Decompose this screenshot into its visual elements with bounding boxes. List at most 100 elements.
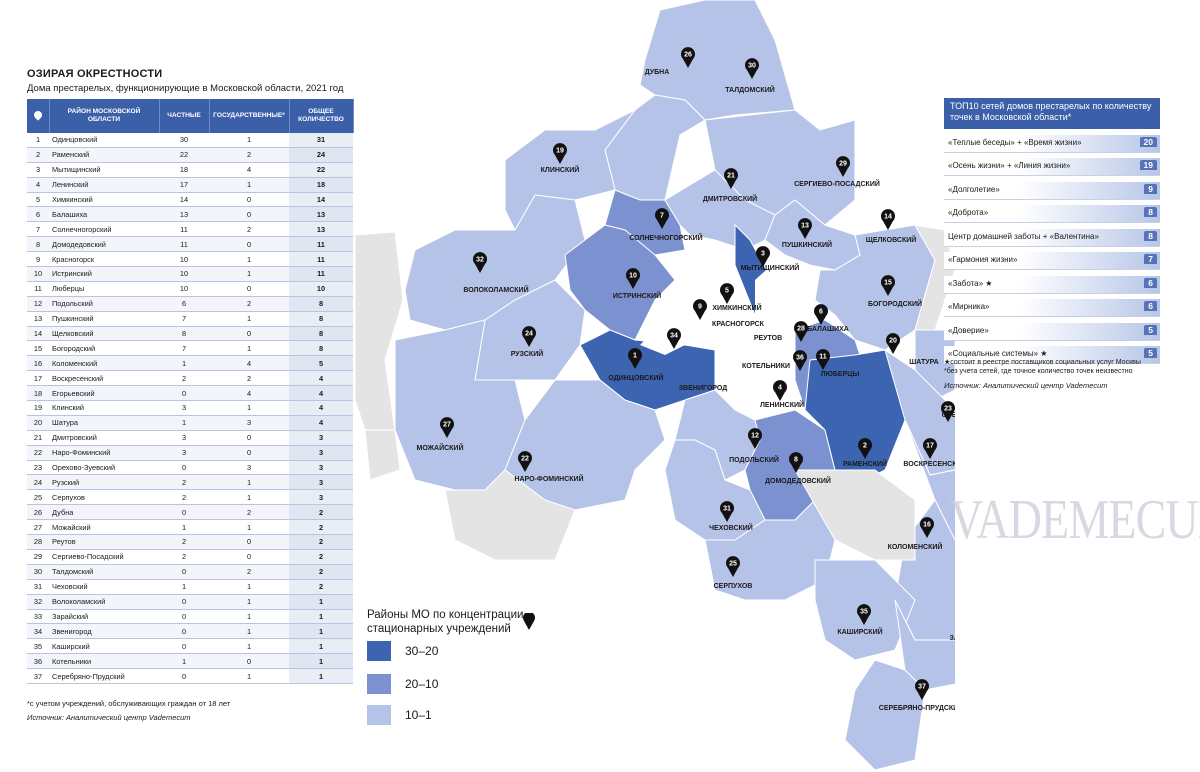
private-count: 3 xyxy=(159,430,209,446)
table-row: 2 Раменский 22 2 24 xyxy=(27,147,353,163)
pin-marker-icon xyxy=(724,168,738,189)
private-count: 7 xyxy=(159,311,209,327)
state-count: 3 xyxy=(209,415,289,431)
district-label: КОТЕЛЬНИКИ xyxy=(742,363,790,370)
pin-number: 32 xyxy=(476,257,484,264)
district-name: Орехово-Зуевский xyxy=(49,460,159,476)
total-count: 8 xyxy=(289,326,353,342)
district-label: ЛЮБЕРЦЫ xyxy=(821,371,860,378)
pin-marker-icon xyxy=(745,58,759,79)
map-pin: 31 xyxy=(720,501,734,522)
map-pins: 1234567891011121314151617181920212223242… xyxy=(440,47,955,700)
map-pin: 23 xyxy=(941,401,955,422)
row-number: 22 xyxy=(27,445,49,461)
region-taldom xyxy=(639,0,796,121)
pin-marker-icon xyxy=(881,275,895,296)
district-label: ЗВЕНИГОРОД xyxy=(679,385,727,392)
top10-network-count: 6 xyxy=(1144,277,1157,288)
top10-network-count: 9 xyxy=(1144,183,1157,194)
district-name: Одинцовский xyxy=(49,133,159,148)
table-row: 24 Рузский 2 1 3 xyxy=(27,474,353,491)
top10-item: «Социальные системы» ★ 5 xyxy=(944,346,1160,364)
top10-network-name: «Осень жизни» + «Линия жизни» xyxy=(948,161,1071,170)
table-row: 27 Можайский 1 1 2 xyxy=(27,519,353,536)
district-name: Котельники xyxy=(49,653,159,670)
district-name: Волоколамский xyxy=(49,594,159,610)
private-count: 1 xyxy=(159,355,209,372)
top10-network-name: «Гармония жизни» xyxy=(948,255,1018,264)
row-number: 15 xyxy=(27,340,49,357)
region-istra xyxy=(564,224,676,341)
row-number: 3 xyxy=(27,162,49,178)
district-label: МОЖАЙСКИЙ xyxy=(417,443,464,452)
pin-marker-icon xyxy=(655,208,669,229)
state-count: 0 xyxy=(209,445,289,461)
row-number: 26 xyxy=(27,504,49,521)
pin-number: 1 xyxy=(633,353,637,360)
row-number: 11 xyxy=(27,281,49,297)
district-label: ХИМКИНСКИЙ xyxy=(712,303,761,312)
total-count: 2 xyxy=(289,519,353,536)
total-count: 13 xyxy=(289,206,353,223)
private-count: 17 xyxy=(159,177,209,193)
map-regions xyxy=(355,0,955,771)
total-count: 2 xyxy=(289,504,353,521)
row-number: 19 xyxy=(27,400,49,416)
pin-number: 37 xyxy=(918,684,926,691)
table-row: 6 Балашиха 13 0 13 xyxy=(27,206,353,223)
row-number: 10 xyxy=(27,266,49,282)
state-count: 0 xyxy=(209,206,289,223)
pin-marker-icon xyxy=(941,401,955,422)
district-label: ЩЕЛКОВСКИЙ xyxy=(866,235,917,244)
pin-marker-icon xyxy=(793,350,807,371)
pin-number: 3 xyxy=(761,251,765,258)
map-pin: 25 xyxy=(726,556,740,577)
district-name: Сергиево-Посадский xyxy=(49,549,159,565)
district-label: ОДИНЦОВСКИЙ xyxy=(608,373,663,382)
district-name: Зарайский xyxy=(49,609,159,625)
district-label: НАРО-ФОМИНСКИЙ xyxy=(514,474,583,483)
district-name: Серпухов xyxy=(49,489,159,506)
state-count: 0 xyxy=(209,326,289,342)
district-label: ШАТУРА xyxy=(909,359,938,366)
map-pin: 1 xyxy=(628,348,642,369)
total-count: 4 xyxy=(289,370,353,387)
state-count: 1 xyxy=(209,400,289,416)
region-grey-area-sw xyxy=(364,429,401,481)
district-label: БОГОРОДСКИЙ xyxy=(868,299,922,308)
district-label: СЕРЕБРЯНО-ПРУДСКИЙ xyxy=(879,703,955,712)
total-count: 3 xyxy=(289,430,353,446)
pin-marker-icon xyxy=(553,143,567,164)
private-count: 13 xyxy=(159,206,209,223)
private-count: 11 xyxy=(159,221,209,238)
state-count: 1 xyxy=(209,311,289,327)
state-count: 1 xyxy=(209,609,289,625)
district-label: ПОДОЛЬСКИЙ xyxy=(729,455,779,464)
table-row: 36 Котельники 1 0 1 xyxy=(27,653,353,670)
state-count: 0 xyxy=(209,549,289,565)
region-grey-area-sw2 xyxy=(444,469,576,561)
moscow-oblast-map: ОДИНЦОВСКИЙ РАМЕНСКИЙ МЫТИЩИНСКИЙ ЛЕНИНСКИЙ… xyxy=(355,0,955,771)
pin-number: 14 xyxy=(884,214,892,221)
state-count: 2 xyxy=(209,504,289,521)
map-pin: 19 xyxy=(553,143,567,164)
district-name: Пушкинский xyxy=(49,311,159,327)
private-count: 2 xyxy=(159,489,209,506)
total-count: 11 xyxy=(289,236,353,253)
table-row: 4 Ленинский 17 1 18 xyxy=(27,177,353,193)
table-row: 20 Шатура 1 3 4 xyxy=(27,415,353,431)
pin-marker-icon xyxy=(626,268,640,289)
pin-number: 19 xyxy=(556,148,564,155)
private-count: 0 xyxy=(159,668,209,684)
table-row: 30 Талдомский 0 2 2 xyxy=(27,564,353,580)
map-pin: 2 xyxy=(858,438,872,459)
table-row: 28 Реутов 2 0 2 xyxy=(27,534,353,550)
private-count: 6 xyxy=(159,296,209,312)
pin-number: 21 xyxy=(727,173,735,180)
pin-marker-icon xyxy=(726,556,740,577)
row-number: 6 xyxy=(27,206,49,223)
pin-number: 16 xyxy=(923,522,931,529)
map-pin: 20 xyxy=(886,333,901,354)
row-number: 17 xyxy=(27,370,49,387)
top10-item: «Гармония жизни» 7 xyxy=(944,252,1160,270)
